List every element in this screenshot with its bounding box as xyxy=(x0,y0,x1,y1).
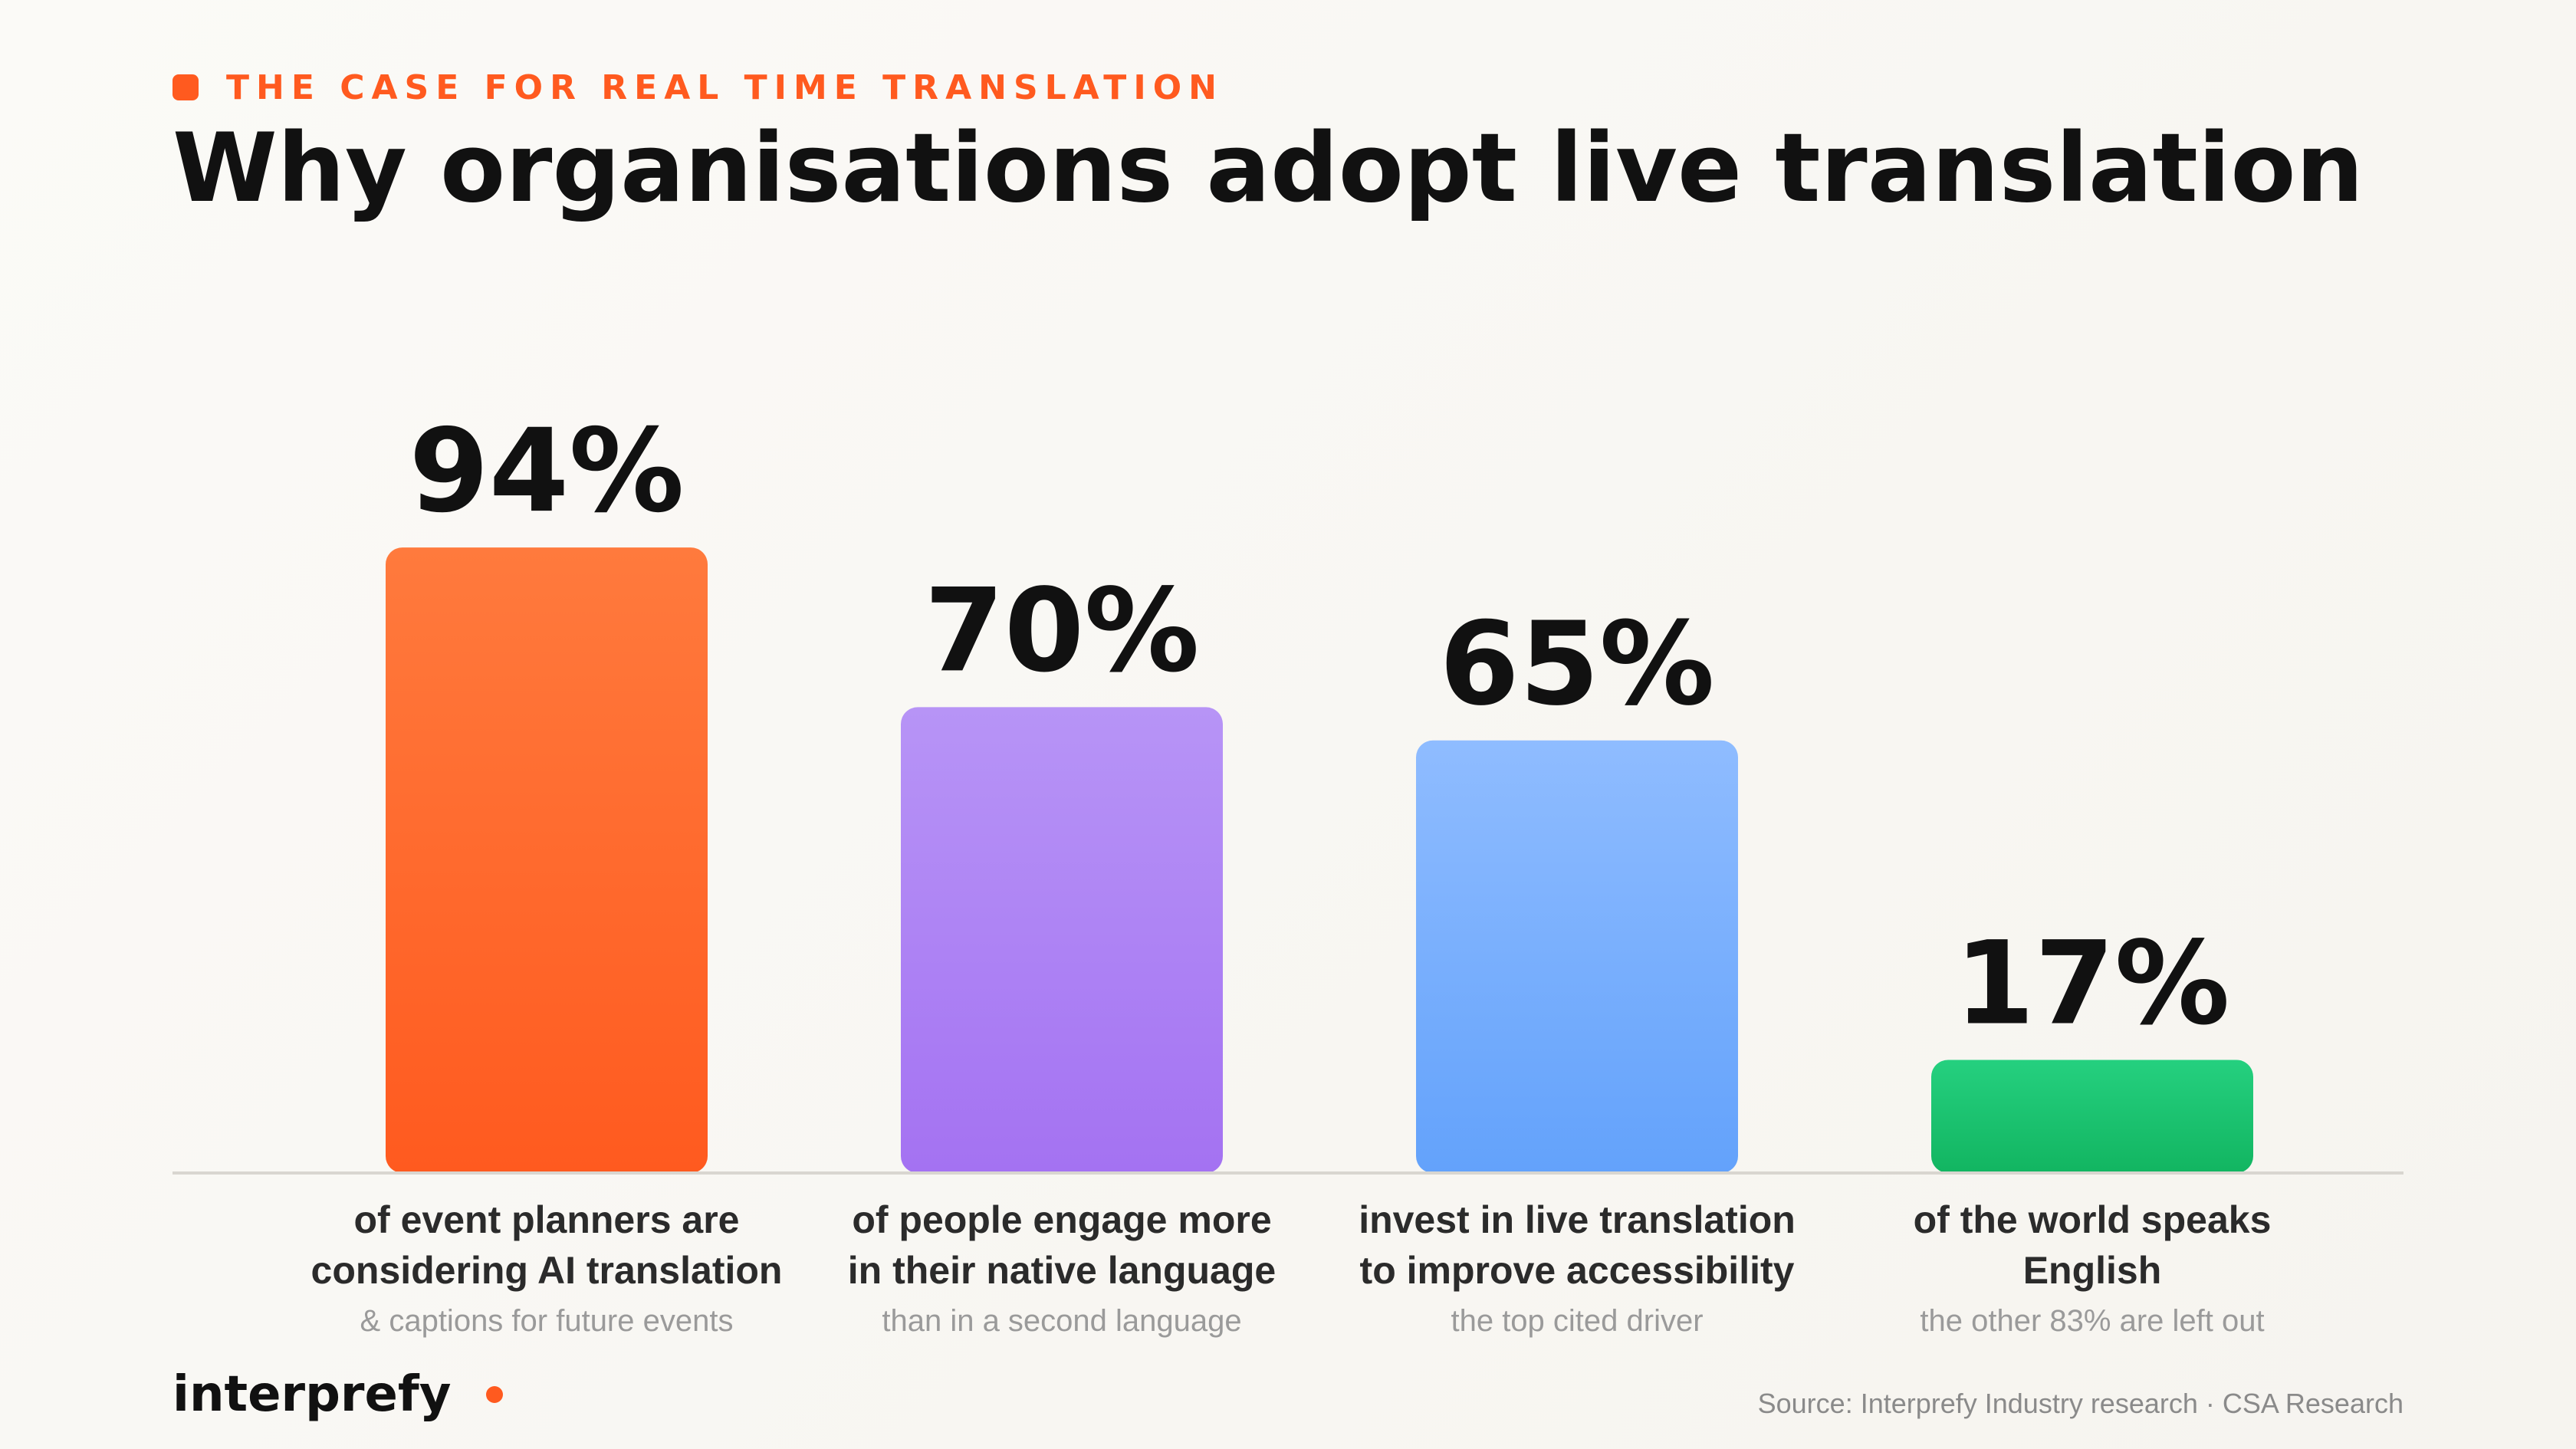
bar-4 xyxy=(1931,1060,2253,1173)
category-sublabel-1: & captions for future events xyxy=(360,1304,734,1338)
category-label-4-line-1: of the world speaks xyxy=(1914,1198,2272,1241)
eyebrow-square-icon xyxy=(172,74,199,100)
value-label-1: 94% xyxy=(409,405,684,538)
category-label-2-line-2: in their native language xyxy=(848,1249,1276,1292)
bar-2 xyxy=(901,707,1223,1173)
bar-3 xyxy=(1416,740,1738,1173)
chart-bars xyxy=(386,547,2253,1173)
category-sublabel-3: the top cited driver xyxy=(1451,1304,1703,1338)
category-label-4-line-2: English xyxy=(2023,1249,2162,1292)
eyebrow: THE CASE FOR REAL TIME TRANSLATION xyxy=(172,66,1224,109)
bar-1 xyxy=(386,547,708,1173)
category-label-1-line-1: of event planners are xyxy=(354,1198,740,1241)
brand-dot-icon xyxy=(486,1386,504,1403)
source-note: Source: Interprefy Industry research · C… xyxy=(1757,1388,2404,1419)
eyebrow-text: THE CASE FOR REAL TIME TRANSLATION xyxy=(226,67,1224,107)
brand-logo: interprefy xyxy=(172,1366,504,1423)
category-label-3-line-1: invest in live translation xyxy=(1359,1198,1796,1241)
value-label-4: 17% xyxy=(1954,917,2229,1050)
category-label-1-line-2: considering AI translation xyxy=(311,1249,783,1292)
brand-name: interprefy xyxy=(172,1366,452,1423)
category-label-2-line-1: of people engage more xyxy=(852,1198,1271,1241)
category-label-3-line-2: to improve accessibility xyxy=(1360,1249,1795,1292)
value-label-2: 70% xyxy=(924,564,1199,698)
value-label-3: 65% xyxy=(1439,598,1714,731)
page-title: Why organisations adopt live translation xyxy=(172,113,2364,224)
category-sublabel-2: than in a second language xyxy=(882,1304,1241,1338)
category-sublabel-4: the other 83% are left out xyxy=(1920,1304,2264,1338)
chart-labels: 94% of event planners are considering AI t… xyxy=(311,405,2272,1338)
